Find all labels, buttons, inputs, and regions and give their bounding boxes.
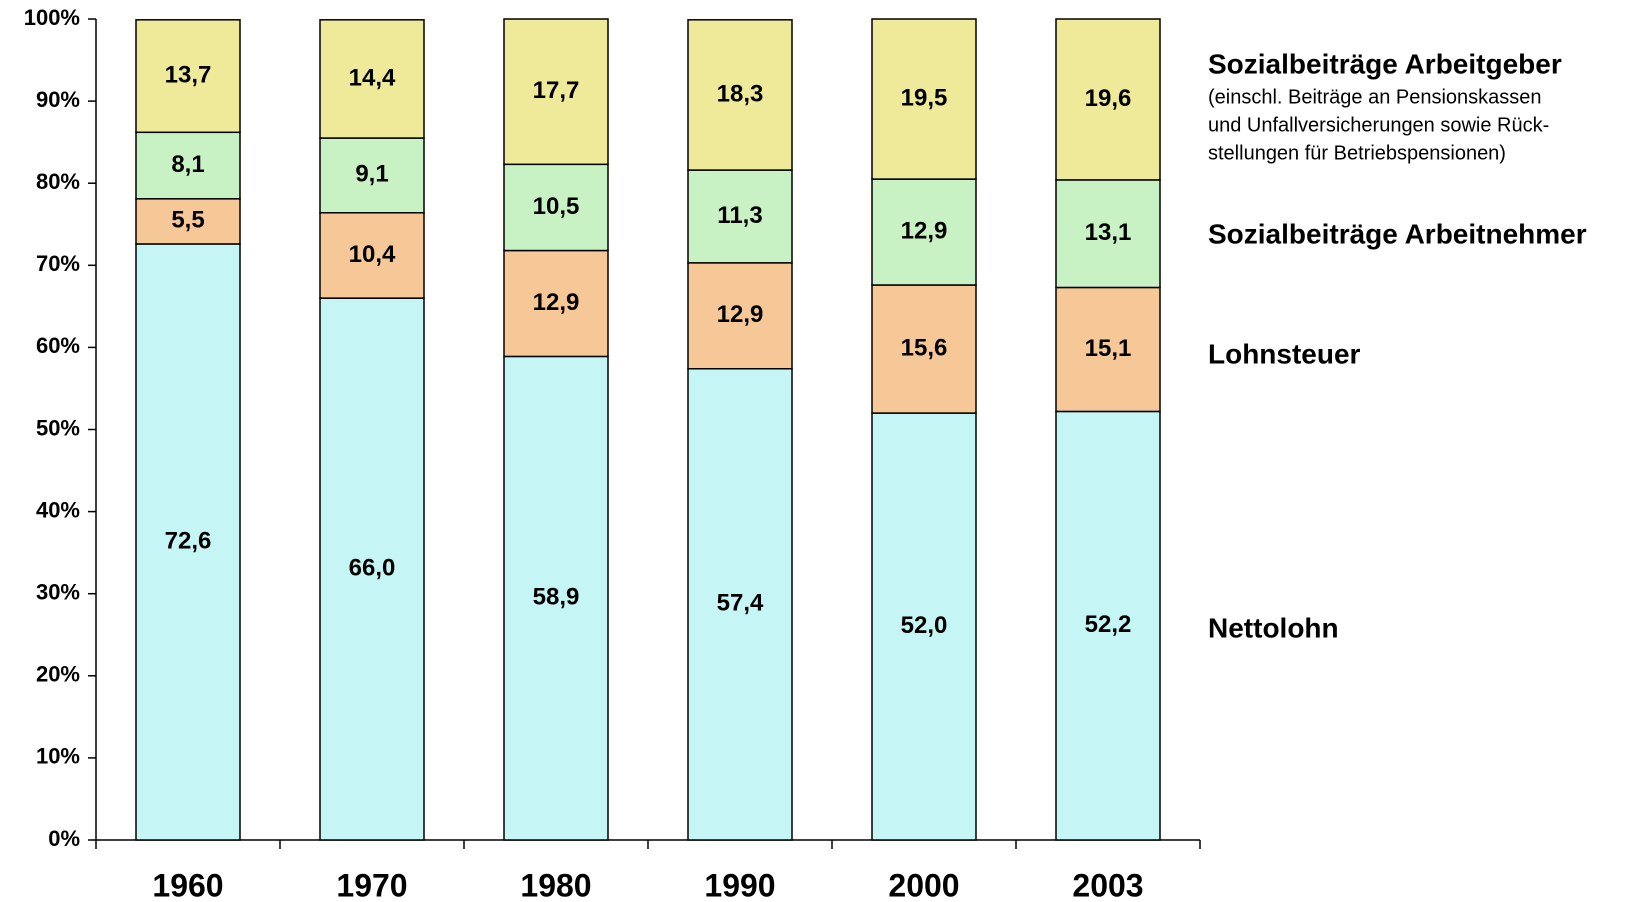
legend-note: stellungen für Betriebspensionen) bbox=[1208, 142, 1506, 164]
bar-segment bbox=[871, 18, 977, 180]
y-tick-label: 60% bbox=[36, 333, 80, 358]
bar-segment bbox=[135, 19, 241, 134]
data-label: 15,1 bbox=[1085, 335, 1132, 362]
x-tick-label: 1970 bbox=[336, 867, 407, 902]
y-tick-label: 100% bbox=[24, 5, 80, 30]
bar-segment bbox=[135, 131, 241, 200]
data-label: 18,3 bbox=[717, 80, 764, 107]
y-tick-label: 80% bbox=[36, 169, 80, 194]
data-label: 57,4 bbox=[717, 590, 764, 617]
y-tick-label: 40% bbox=[36, 497, 80, 522]
bar-segment bbox=[687, 262, 793, 370]
legend-label: Sozialbeiträge Arbeitnehmer bbox=[1208, 218, 1587, 249]
bar-segment bbox=[503, 249, 609, 358]
data-label: 14,4 bbox=[349, 64, 396, 91]
data-label: 19,6 bbox=[1085, 85, 1132, 112]
data-label: 19,5 bbox=[901, 84, 948, 111]
bar-segment bbox=[1055, 410, 1161, 841]
bar-segment bbox=[687, 367, 793, 841]
bar-segment bbox=[871, 412, 977, 841]
y-tick-label: 30% bbox=[36, 580, 80, 605]
data-label: 12,9 bbox=[533, 289, 580, 316]
data-label: 66,0 bbox=[349, 554, 396, 581]
bar-segment bbox=[503, 18, 609, 166]
bar-segment bbox=[1055, 18, 1161, 181]
bar-segment bbox=[319, 137, 425, 214]
y-tick-label: 50% bbox=[36, 415, 80, 440]
x-tick-label: 1980 bbox=[520, 867, 591, 902]
bar-segment bbox=[1055, 286, 1161, 413]
bar-segment bbox=[871, 284, 977, 414]
data-label: 52,2 bbox=[1085, 611, 1132, 638]
legend-note: (einschl. Beiträge an Pensionskassen bbox=[1208, 86, 1542, 108]
legend-label: Sozialbeiträge Arbeitgeber bbox=[1208, 48, 1562, 79]
bar-segment bbox=[503, 163, 609, 252]
data-label: 9,1 bbox=[355, 161, 388, 188]
data-label: 13,1 bbox=[1085, 219, 1132, 246]
bar-segment bbox=[319, 212, 425, 299]
y-tick-label: 70% bbox=[36, 251, 80, 276]
y-tick-label: 10% bbox=[36, 744, 80, 769]
y-tick-label: 20% bbox=[36, 662, 80, 687]
legend-label: Lohnsteuer bbox=[1208, 338, 1361, 369]
bar-segment bbox=[503, 355, 609, 841]
bar-segment bbox=[871, 178, 977, 286]
legend-note: und Unfallversicherungen sowie Rück- bbox=[1208, 114, 1549, 136]
bar-segment bbox=[687, 169, 793, 264]
x-tick-label: 2000 bbox=[888, 867, 959, 902]
bar-segment bbox=[319, 19, 425, 139]
data-label: 10,5 bbox=[533, 193, 580, 220]
data-label: 13,7 bbox=[165, 61, 212, 88]
bar-segment bbox=[687, 19, 793, 171]
y-tick-label: 90% bbox=[36, 87, 80, 112]
data-label: 12,9 bbox=[717, 301, 764, 328]
bar-segment bbox=[135, 243, 241, 841]
x-tick-label: 1960 bbox=[152, 867, 223, 902]
y-tick-label: 0% bbox=[48, 826, 80, 851]
data-label: 52,0 bbox=[901, 612, 948, 639]
legend-label: Nettolohn bbox=[1208, 612, 1339, 643]
data-label: 5,5 bbox=[171, 207, 204, 234]
data-label: 12,9 bbox=[901, 217, 948, 244]
data-label: 58,9 bbox=[533, 584, 580, 611]
bar-segment bbox=[319, 297, 425, 841]
data-label: 11,3 bbox=[717, 202, 762, 229]
x-tick-label: 1990 bbox=[704, 867, 775, 902]
bar-segment bbox=[135, 198, 241, 245]
data-label: 10,4 bbox=[349, 241, 396, 268]
data-label: 8,1 bbox=[171, 151, 204, 178]
data-label: 17,7 bbox=[533, 77, 580, 104]
data-label: 15,6 bbox=[901, 334, 948, 361]
x-tick-label: 2003 bbox=[1072, 867, 1143, 902]
data-label: 72,6 bbox=[165, 527, 212, 554]
